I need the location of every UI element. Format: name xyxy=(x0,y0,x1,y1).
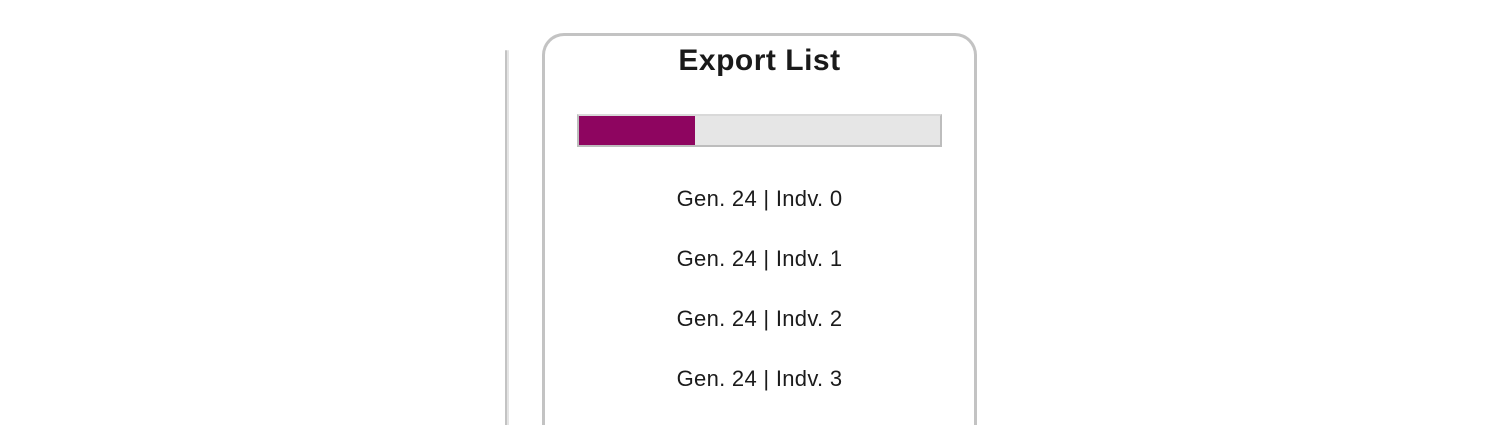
export-list: Gen. 24 | Indv. 0 Gen. 24 | Indv. 1 Gen. 2… xyxy=(545,169,974,409)
progressbar-fill xyxy=(579,116,695,145)
list-item[interactable]: Gen. 24 | Indv. 1 xyxy=(676,246,843,271)
export-progressbar xyxy=(577,114,942,147)
list-item[interactable]: Gen. 24 | Indv. 0 xyxy=(676,186,843,211)
export-list-panel: Export List Gen. 24 | Indv. 0 Gen. 24 | I… xyxy=(542,33,977,425)
list-item[interactable]: Gen. 24 | Indv. 3 xyxy=(676,366,843,391)
list-item[interactable]: Gen. 24 | Indv. 2 xyxy=(676,306,843,331)
panel-divider xyxy=(505,50,507,425)
panel-title: Export List xyxy=(678,44,841,77)
